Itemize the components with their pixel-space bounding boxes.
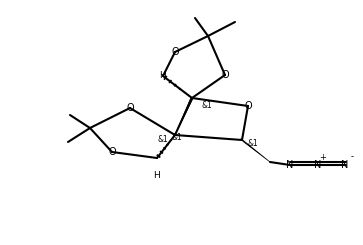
Text: O: O — [126, 103, 134, 113]
Text: O: O — [171, 47, 179, 57]
Text: H: H — [160, 72, 166, 81]
Text: O: O — [244, 101, 252, 111]
Text: +: + — [319, 152, 326, 161]
Text: &1: &1 — [248, 138, 259, 147]
Text: &1: &1 — [202, 100, 213, 110]
Text: N: N — [341, 160, 349, 170]
Text: &1: &1 — [157, 135, 168, 145]
Text: O: O — [221, 70, 229, 80]
Text: -: - — [351, 152, 354, 161]
Text: N: N — [286, 160, 294, 170]
Text: &1: &1 — [171, 133, 182, 142]
Polygon shape — [175, 97, 193, 135]
Text: H: H — [154, 172, 160, 181]
Polygon shape — [241, 138, 270, 162]
Text: O: O — [108, 147, 116, 157]
Text: N: N — [314, 160, 322, 170]
